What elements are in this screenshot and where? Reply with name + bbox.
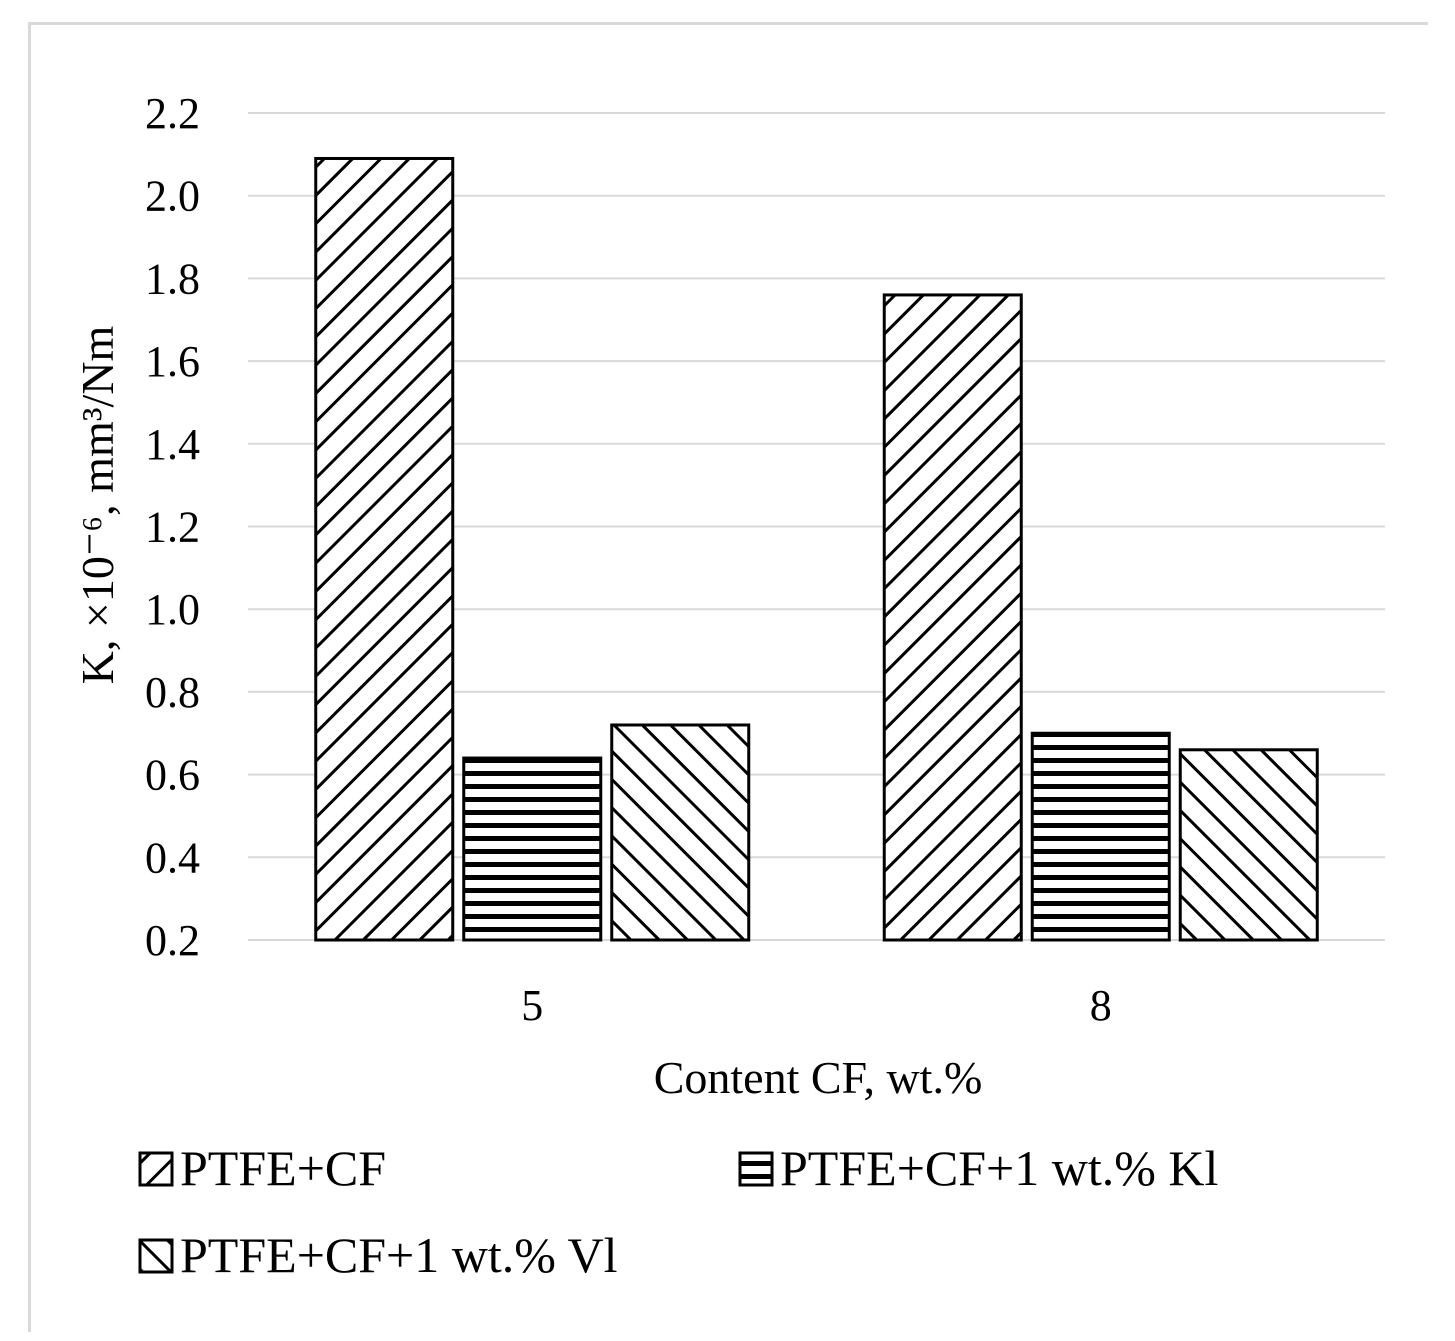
bars	[314, 156, 1319, 942]
y-tick-label: 1.2	[145, 503, 200, 552]
legend-label: PTFE+CF	[180, 1140, 386, 1196]
bar-diag-down-8	[882, 293, 1023, 942]
y-tick-label: 0.8	[145, 668, 200, 717]
bar-diag-up-8	[1178, 748, 1319, 942]
x-tick-label: 8	[1090, 981, 1112, 1030]
y-tick-label: 0.2	[145, 916, 200, 965]
y-tick-label: 0.4	[145, 833, 200, 882]
legend-label: PTFE+CF+1 wt.% Vl	[180, 1227, 618, 1283]
bar-horizontal-5	[462, 756, 603, 942]
legend-label: PTFE+CF+1 wt.% Kl	[780, 1140, 1218, 1196]
legend-swatch-diag-down	[138, 1151, 174, 1187]
y-tick-label: 1.8	[145, 254, 200, 303]
x-axis-title: Content CF, wt.%	[654, 1052, 983, 1103]
y-tick-label: 1.0	[145, 585, 200, 634]
chart-frame	[28, 22, 1428, 1332]
y-tick-label: 2.0	[145, 172, 200, 221]
y-tick-label: 2.2	[145, 89, 200, 138]
legend-swatch-horizontal	[738, 1151, 774, 1187]
y-tick-label: 1.6	[145, 337, 200, 386]
bar-horizontal-8	[1030, 731, 1171, 942]
bar-diag-up-5	[610, 723, 751, 942]
y-tick-label: 0.6	[145, 751, 200, 800]
legend-swatch-diag-up	[138, 1238, 174, 1274]
bar-diag-down-5	[314, 156, 455, 942]
y-tick-label: 1.4	[145, 420, 200, 469]
x-tick-label: 5	[521, 981, 543, 1030]
y-axis-ticks: 0.2 0.4 0.6 0.8 1.0 1.2 1.4 1.6 1.8 2.0 2.2	[145, 89, 200, 965]
y-axis-title: K, ×10⁻⁶, mm³/Nm	[72, 325, 123, 684]
legend: PTFE+CF PTFE+CF+1 wt.% Kl PTFE+CF+1 wt.% V…	[138, 1140, 1218, 1283]
